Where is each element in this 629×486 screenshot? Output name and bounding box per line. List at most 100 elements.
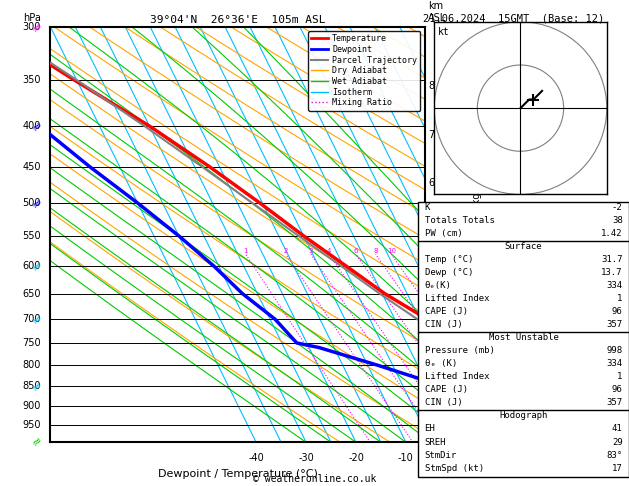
Text: 29: 29 <box>612 437 623 447</box>
Text: Lifted Index: Lifted Index <box>425 372 489 382</box>
Text: CIN (J): CIN (J) <box>425 399 462 407</box>
Text: 1: 1 <box>617 295 623 303</box>
Text: 357: 357 <box>606 399 623 407</box>
Bar <box>418 410 629 477</box>
Text: 357: 357 <box>606 320 623 330</box>
Text: 83°: 83° <box>606 451 623 460</box>
Text: ≈: ≈ <box>29 378 45 395</box>
Text: ≈: ≈ <box>29 195 45 211</box>
Text: 350: 350 <box>23 75 41 85</box>
Text: Lifted Index: Lifted Index <box>425 295 489 303</box>
Text: 4: 4 <box>428 270 435 280</box>
Text: 450: 450 <box>23 162 41 172</box>
Text: -40: -40 <box>248 452 264 463</box>
Text: -20: -20 <box>348 452 364 463</box>
Text: km
ASL: km ASL <box>428 1 447 22</box>
Text: StmSpd (kt): StmSpd (kt) <box>425 464 484 472</box>
Text: 21.06.2024  15GMT  (Base: 12): 21.06.2024 15GMT (Base: 12) <box>423 14 604 24</box>
Text: 500: 500 <box>23 198 41 208</box>
Text: PW (cm): PW (cm) <box>425 229 462 238</box>
Text: θₑ (K): θₑ (K) <box>425 359 457 368</box>
Text: StmDir: StmDir <box>425 451 457 460</box>
Text: 5: 5 <box>428 225 435 235</box>
Text: 17: 17 <box>612 464 623 472</box>
Text: 15: 15 <box>416 248 425 254</box>
Text: Dewpoint / Temperature (°C): Dewpoint / Temperature (°C) <box>157 469 318 479</box>
Text: 1: 1 <box>243 248 248 254</box>
Text: 850: 850 <box>23 381 41 391</box>
Text: 3: 3 <box>309 248 313 254</box>
Text: ≈: ≈ <box>29 118 45 134</box>
Text: ≈: ≈ <box>29 18 45 35</box>
Text: θₑ(K): θₑ(K) <box>425 281 452 290</box>
Text: 25: 25 <box>455 248 464 254</box>
Text: ≈: ≈ <box>29 433 45 450</box>
Bar <box>418 241 629 333</box>
Text: Totals Totals: Totals Totals <box>425 216 494 225</box>
Text: Surface: Surface <box>505 242 542 251</box>
Text: -2: -2 <box>612 203 623 212</box>
Text: 4: 4 <box>327 248 331 254</box>
Text: 6: 6 <box>353 248 358 254</box>
Text: 2: 2 <box>284 248 288 254</box>
Text: © weatheronline.co.uk: © weatheronline.co.uk <box>253 473 376 484</box>
Text: 20: 20 <box>549 452 562 463</box>
Text: kt: kt <box>438 27 450 37</box>
Text: SREH: SREH <box>425 437 446 447</box>
Text: 31.7: 31.7 <box>601 255 623 264</box>
Text: -30: -30 <box>298 452 314 463</box>
Text: 334: 334 <box>606 281 623 290</box>
Text: 950: 950 <box>23 419 41 430</box>
Text: 10: 10 <box>387 248 396 254</box>
Text: Temp (°C): Temp (°C) <box>425 255 473 264</box>
Text: CAPE (J): CAPE (J) <box>425 307 467 316</box>
Text: 1: 1 <box>428 400 435 410</box>
Text: 13.7: 13.7 <box>601 268 623 277</box>
Text: 1.42: 1.42 <box>601 229 623 238</box>
Text: 750: 750 <box>23 338 41 348</box>
Text: 6: 6 <box>428 178 435 188</box>
Text: 550: 550 <box>23 231 41 241</box>
Text: 334: 334 <box>606 359 623 368</box>
Text: 41: 41 <box>612 424 623 434</box>
Bar <box>418 202 629 242</box>
Text: Dewp (°C): Dewp (°C) <box>425 268 473 277</box>
Text: 900: 900 <box>23 401 41 411</box>
Text: CAPE (J): CAPE (J) <box>425 385 467 395</box>
Text: ≈: ≈ <box>29 311 45 328</box>
Text: 96: 96 <box>612 385 623 395</box>
Text: 3: 3 <box>428 315 435 325</box>
Text: 600: 600 <box>23 261 41 271</box>
Text: EH: EH <box>425 424 435 434</box>
Text: 8: 8 <box>374 248 378 254</box>
Text: 0: 0 <box>453 452 459 463</box>
Text: 400: 400 <box>23 121 41 131</box>
Text: 2: 2 <box>428 358 435 368</box>
Bar <box>418 332 629 412</box>
Text: 38: 38 <box>612 216 623 225</box>
Text: 8: 8 <box>428 81 435 91</box>
Legend: Temperature, Dewpoint, Parcel Trajectory, Dry Adiabat, Wet Adiabat, Isotherm, Mi: Temperature, Dewpoint, Parcel Trajectory… <box>308 31 420 110</box>
Text: 96: 96 <box>612 307 623 316</box>
Text: hPa: hPa <box>23 13 41 22</box>
Text: ≈: ≈ <box>29 258 45 274</box>
Title: 39°04'N  26°36'E  105m ASL: 39°04'N 26°36'E 105m ASL <box>150 15 325 25</box>
Text: 650: 650 <box>23 289 41 298</box>
Text: 10: 10 <box>499 452 512 463</box>
Text: Pressure (mb): Pressure (mb) <box>425 347 494 355</box>
Text: CIN (J): CIN (J) <box>425 320 462 330</box>
Text: LCL: LCL <box>428 343 446 352</box>
Text: 1: 1 <box>617 372 623 382</box>
Text: Most Unstable: Most Unstable <box>489 333 559 342</box>
Text: 20: 20 <box>438 248 447 254</box>
Text: Mixing Ratio (g/kg): Mixing Ratio (g/kg) <box>472 189 482 280</box>
Text: -10: -10 <box>398 452 414 463</box>
Text: 700: 700 <box>23 314 41 324</box>
Text: Hodograph: Hodograph <box>499 412 548 420</box>
Text: 7: 7 <box>428 130 435 140</box>
Text: K: K <box>425 203 430 212</box>
Text: 800: 800 <box>23 360 41 370</box>
Text: 300: 300 <box>23 22 41 32</box>
Text: 998: 998 <box>606 347 623 355</box>
Text: 30: 30 <box>599 452 611 463</box>
